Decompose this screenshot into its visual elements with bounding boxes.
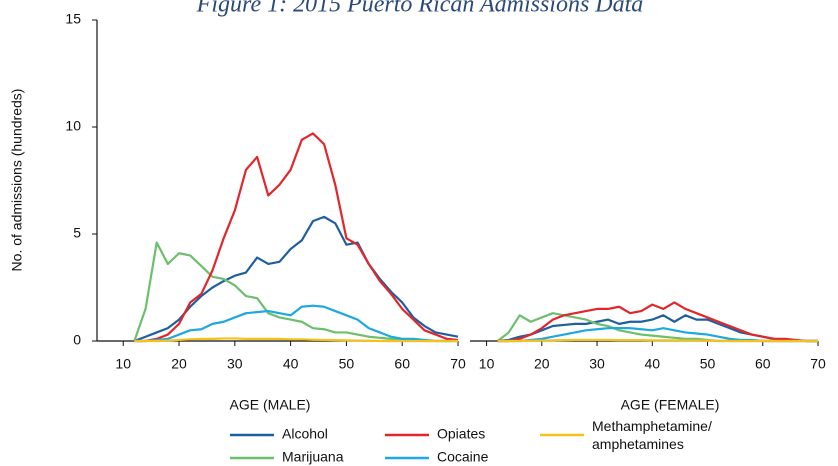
y-tick-label: 10 xyxy=(65,118,81,134)
legend-label: Cocaine xyxy=(437,449,489,465)
data-line xyxy=(134,304,458,343)
x-tick-label: 40 xyxy=(644,356,660,372)
data-line xyxy=(134,132,459,343)
legend-label: Opiates xyxy=(437,426,485,442)
legend-label-line: Methamphetamine/ xyxy=(592,418,712,434)
x-tick-label: 70 xyxy=(810,356,826,372)
x-tick-label: 20 xyxy=(171,356,187,372)
x-tick-label: 10 xyxy=(115,356,131,372)
x-tick-label: 50 xyxy=(339,356,355,372)
x-tick-label: 20 xyxy=(534,356,550,372)
x-tick-label: 60 xyxy=(755,356,771,372)
x-tick-label: 10 xyxy=(479,356,495,372)
data-line xyxy=(497,301,818,343)
legend-label: Alcohol xyxy=(282,426,328,442)
legend-label-line: amphetamines xyxy=(592,436,684,452)
data-line xyxy=(497,338,818,343)
y-tick-label: 0 xyxy=(73,332,81,348)
legend-label: Methamphetamine/amphetamines xyxy=(592,418,712,452)
x-tick-label: 30 xyxy=(227,356,243,372)
y-axis-label: No. of admissions (hundreds) xyxy=(9,89,25,272)
x-axis-label: AGE (MALE) xyxy=(230,397,311,413)
data-line xyxy=(134,337,458,343)
x-tick-label: 50 xyxy=(700,356,716,372)
data-line xyxy=(133,241,458,343)
data-line xyxy=(133,215,459,343)
x-tick-label: 40 xyxy=(283,356,299,372)
chart-title: Figure 1: 2015 Puerto Rican Admissions D… xyxy=(196,0,644,18)
x-tick-label: 70 xyxy=(450,356,466,372)
y-tick-label: 15 xyxy=(65,11,81,27)
legend-label: Marijuana xyxy=(282,449,344,465)
x-axis-label: AGE (FEMALE) xyxy=(621,397,720,413)
x-tick-label: 60 xyxy=(394,356,410,372)
x-tick-label: 30 xyxy=(589,356,605,372)
y-tick-label: 5 xyxy=(73,225,81,241)
